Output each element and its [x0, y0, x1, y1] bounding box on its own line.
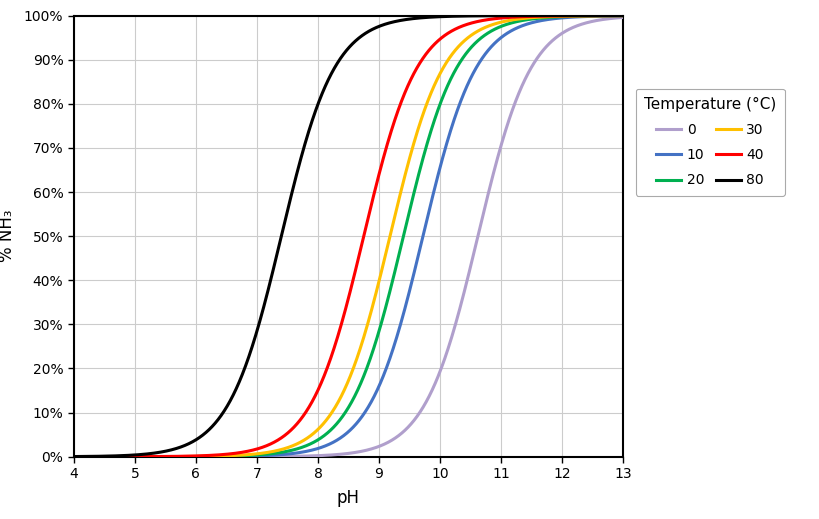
Legend: 0, 10, 20, 30, 40, 80: 0, 10, 20, 30, 40, 80 — [635, 89, 784, 196]
X-axis label: pH: pH — [337, 489, 360, 508]
Y-axis label: % NH₃: % NH₃ — [0, 210, 16, 263]
